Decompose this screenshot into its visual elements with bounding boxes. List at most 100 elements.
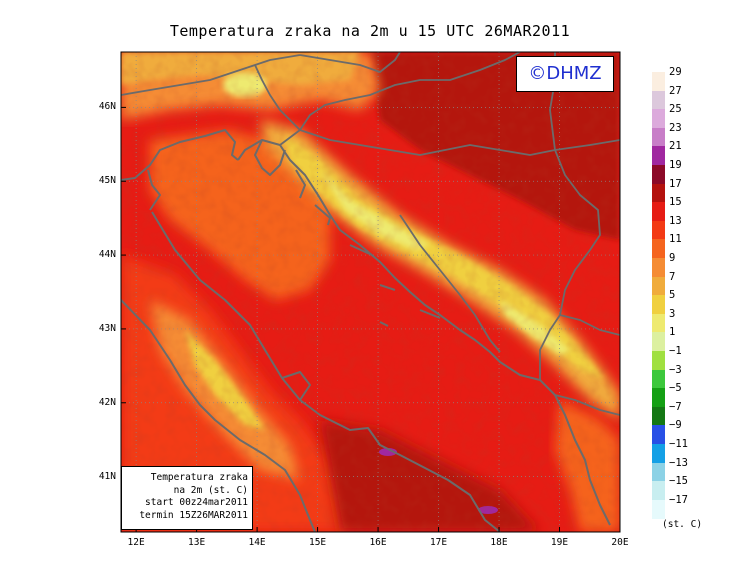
info-line: termin 15Z26MAR2011 (139, 509, 248, 521)
legend-entry (652, 239, 732, 259)
lon-tick-label: 18E (490, 537, 508, 548)
legend-entry (652, 183, 732, 203)
lon-tick-label: 12E (127, 537, 145, 548)
info-line: na 2m (st. C) (173, 484, 248, 496)
legend-label: −3 (669, 363, 682, 376)
legend-label: 25 (669, 103, 682, 116)
legend-label: −17 (669, 493, 688, 506)
legend-entry (652, 388, 732, 408)
legend-unit: (st. C) (662, 519, 703, 530)
legend-swatch (652, 258, 665, 278)
graticule (121, 52, 620, 532)
legend-label: 9 (669, 252, 676, 264)
legend-label: 17 (669, 177, 682, 190)
legend-swatch (652, 90, 665, 110)
coastlines (121, 129, 611, 532)
legend-label: 27 (669, 84, 682, 97)
map-title: Temperatura zraka na 2m u 15 UTC 26MAR20… (169, 22, 571, 40)
legend-entry (652, 313, 732, 333)
legend-entry (652, 202, 732, 222)
legend-swatch (652, 183, 665, 203)
legend-label: −15 (669, 475, 688, 488)
legend-entry (652, 165, 732, 185)
legend-entry (652, 351, 732, 371)
legend-swatch (652, 351, 665, 371)
legend-label: −5 (669, 382, 682, 395)
lon-tick-label: 16E (369, 537, 387, 548)
legend-swatch (652, 276, 665, 296)
legend-entry (652, 90, 732, 110)
legend-swatch (652, 444, 665, 464)
legend-label: −9 (669, 419, 682, 432)
field-texture (121, 52, 620, 532)
legend-label: −11 (669, 438, 688, 450)
legend-entry (652, 146, 732, 166)
lon-tick-label: 19E (550, 537, 569, 548)
legend-swatch (652, 146, 665, 166)
legend-swatch (652, 72, 665, 92)
copyright-badge: ©DHMZ (516, 56, 614, 92)
legend-entry (652, 276, 732, 296)
legend-label: 21 (669, 140, 682, 153)
lon-tick-label: 13E (188, 537, 206, 548)
lat-tick-label: 43N (98, 322, 116, 334)
legend-swatch (652, 462, 665, 482)
lat-tick-label: 44N (98, 249, 116, 261)
lon-tick-label: 15E (308, 537, 327, 548)
legend-entry (652, 406, 732, 426)
lat-tick-label: 42N (98, 396, 116, 408)
legend-swatch (652, 239, 665, 259)
legend-label: 19 (669, 159, 682, 171)
plot-frame (120, 51, 621, 533)
lon-tick-label: 17E (429, 537, 448, 548)
legend-entry (652, 127, 732, 147)
legend-entry (652, 481, 732, 501)
legend-swatch (652, 406, 665, 426)
legend-label: 15 (669, 196, 682, 209)
legend-entry (652, 72, 732, 92)
legend-swatch (652, 499, 665, 519)
legend-swatch (652, 425, 665, 445)
legend-entry (652, 295, 732, 315)
legend-label: 7 (669, 270, 676, 283)
legend-label: 29 (669, 66, 682, 78)
legend-label: −7 (669, 400, 682, 413)
lat-tick-label: 46N (98, 101, 116, 113)
legend-entry (652, 369, 732, 389)
legend-entry (652, 332, 732, 352)
info-box: Temperatura zraka na 2m (st. C) start 00… (121, 466, 253, 530)
legend-swatch (652, 220, 665, 240)
lon-tick-label: 20E (611, 537, 629, 548)
legend-label: 13 (669, 214, 682, 227)
legend-entry (652, 109, 732, 129)
legend-swatch (652, 388, 665, 408)
legend-label: −13 (669, 456, 688, 469)
legend-swatch (652, 295, 665, 315)
legend-entry (652, 258, 732, 278)
legend-entry (652, 499, 732, 519)
legend-entry (652, 444, 732, 464)
legend-entry (652, 220, 732, 240)
legend-label: 3 (669, 307, 676, 320)
legend-label: −1 (669, 345, 682, 357)
legend-swatch (652, 202, 665, 222)
legend-label: 23 (669, 121, 682, 134)
country-borders (121, 52, 620, 416)
legend-swatch (652, 165, 665, 185)
legend-swatch (652, 109, 665, 129)
legend-label: 5 (669, 289, 676, 302)
info-line: start 00z24mar2011 (145, 497, 248, 508)
legend-entry (652, 425, 732, 445)
legend-label: 11 (669, 233, 682, 246)
legend-label: 1 (669, 326, 676, 339)
temperature-field (121, 52, 620, 532)
legend-swatch (652, 313, 665, 333)
legend-swatch (652, 127, 665, 147)
legend-swatch (652, 369, 665, 389)
legend-swatch (652, 481, 665, 501)
legend-entry (652, 462, 732, 482)
lon-tick-label: 14E (248, 537, 266, 548)
lat-tick-label: 45N (98, 175, 116, 187)
info-line: Temperatura zraka (150, 472, 248, 483)
